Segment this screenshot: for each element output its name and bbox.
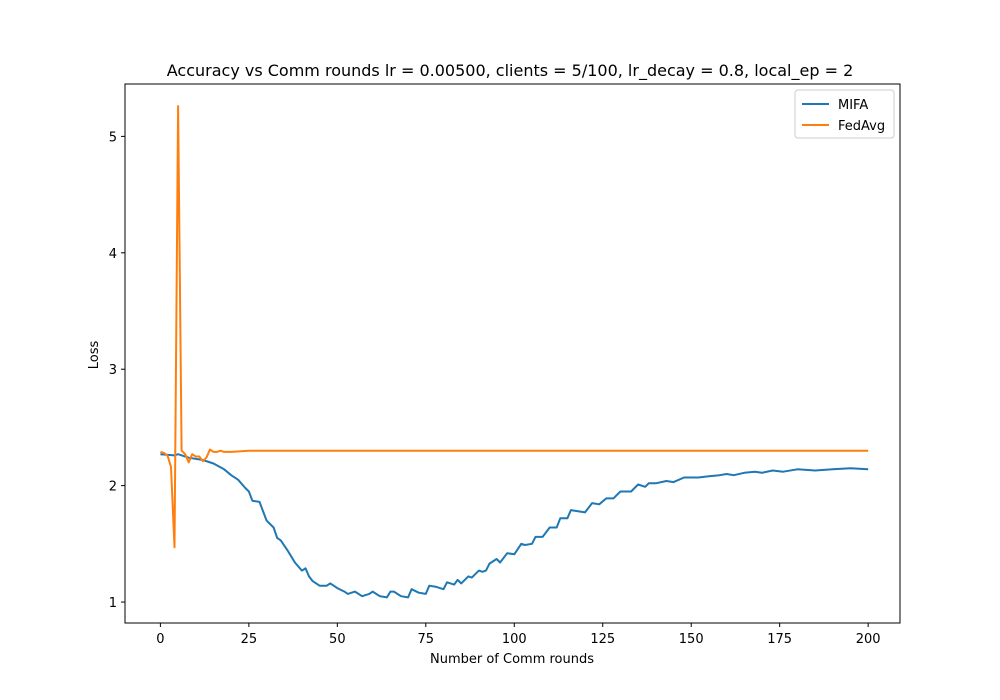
- y-tick-label: 1: [109, 596, 117, 611]
- chart-title: Accuracy vs Comm rounds lr = 0.00500, cl…: [167, 61, 854, 81]
- x-tick-label: 100: [502, 632, 527, 647]
- x-tick-label: 125: [590, 632, 615, 647]
- axis-ticks: 0 25 50 75 100 125 150 175 200 1 2 3 4 5: [109, 130, 881, 647]
- x-tick-label: 150: [679, 632, 704, 647]
- y-tick-label: 4: [109, 247, 117, 262]
- series-line-fedavg: [160, 105, 869, 549]
- x-tick-label: 25: [241, 632, 258, 647]
- x-axis-label: Number of Comm rounds: [430, 652, 594, 667]
- x-tick-label: 50: [329, 632, 346, 647]
- legend-label-mifa: MIFA: [838, 98, 868, 113]
- x-tick-label: 175: [767, 632, 792, 647]
- y-tick-label: 3: [109, 363, 117, 378]
- y-tick-label: 5: [109, 130, 117, 145]
- series-line-mifa: [160, 453, 869, 599]
- y-axis-label: Loss: [87, 341, 102, 370]
- plot-content: [160, 105, 869, 599]
- x-tick-label: 0: [156, 632, 164, 647]
- x-tick-label: 75: [418, 632, 435, 647]
- legend-label-fedavg: FedAvg: [838, 119, 885, 134]
- x-tick-label: 200: [856, 632, 881, 647]
- legend: MIFA FedAvg: [794, 89, 895, 139]
- y-tick-label: 2: [109, 480, 117, 495]
- plot-area-frame: [124, 83, 901, 624]
